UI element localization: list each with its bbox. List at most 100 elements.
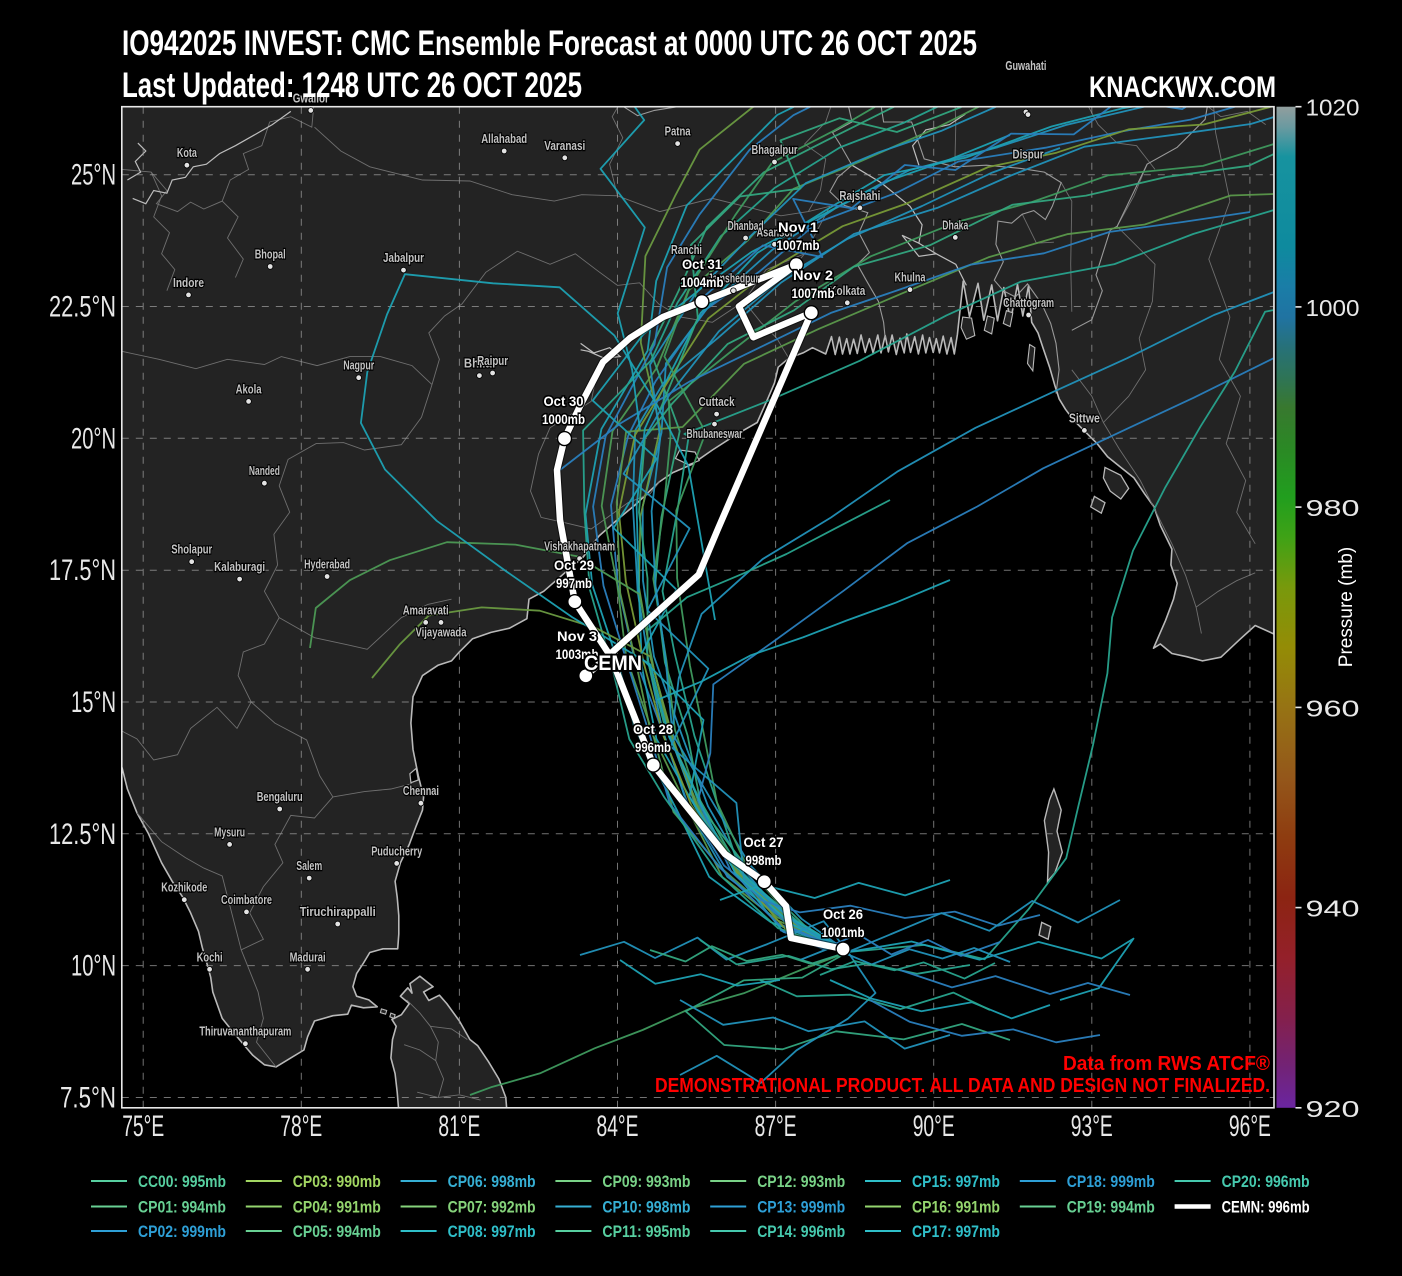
svg-text:Guwahati: Guwahati [1005, 58, 1046, 73]
svg-text:Bengaluru: Bengaluru [257, 789, 303, 804]
svg-text:84°E: 84°E [597, 1110, 639, 1143]
svg-text:Nov 1: Nov 1 [778, 219, 818, 235]
svg-text:CP11: 995mb: CP11: 995mb [602, 1222, 690, 1241]
svg-text:Vijayawada: Vijayawada [416, 624, 468, 639]
svg-text:22.5°N: 22.5°N [49, 291, 116, 324]
svg-text:CP07: 992mb: CP07: 992mb [448, 1198, 536, 1217]
svg-text:DEMONSTRATIONAL PRODUCT. ALL D: DEMONSTRATIONAL PRODUCT. ALL DATA AND DE… [655, 1075, 1270, 1097]
svg-text:10°N: 10°N [71, 950, 116, 983]
svg-text:CP19: 994mb: CP19: 994mb [1067, 1198, 1155, 1217]
svg-text:998mb: 998mb [746, 852, 782, 868]
svg-text:CP10: 998mb: CP10: 998mb [602, 1198, 690, 1217]
svg-text:CP13: 999mb: CP13: 999mb [757, 1198, 845, 1217]
svg-text:Gwalior: Gwalior [293, 90, 329, 105]
svg-text:78°E: 78°E [280, 1110, 322, 1143]
svg-text:Oct 26: Oct 26 [823, 906, 863, 922]
svg-text:Rajshahi: Rajshahi [839, 188, 880, 203]
svg-text:Jabalpur: Jabalpur [383, 250, 424, 265]
svg-text:CP15: 997mb: CP15: 997mb [912, 1172, 1000, 1191]
svg-text:Ranchi: Ranchi [671, 242, 702, 257]
svg-text:IO942025 INVEST: CMC Ensemble: IO942025 INVEST: CMC Ensemble Forecast a… [122, 24, 977, 63]
svg-text:Oct 28: Oct 28 [633, 721, 673, 737]
svg-text:Indore: Indore [173, 275, 204, 290]
svg-text:81°E: 81°E [438, 1110, 480, 1143]
svg-text:Thiruvananthapuram: Thiruvananthapuram [199, 1024, 291, 1039]
svg-text:Kolkata: Kolkata [829, 283, 866, 298]
svg-text:25°N: 25°N [71, 159, 116, 192]
svg-text:96°E: 96°E [1229, 1110, 1271, 1143]
svg-text:Dhanbad: Dhanbad [728, 218, 764, 233]
svg-text:Bhagalpur: Bhagalpur [752, 142, 798, 157]
svg-text:Vishakhapatnam: Vishakhapatnam [544, 539, 615, 554]
svg-text:Jamshedpur: Jamshedpur [708, 271, 759, 286]
svg-text:Dhaka: Dhaka [942, 217, 969, 232]
svg-text:1000mb: 1000mb [542, 411, 585, 427]
svg-text:CP03: 990mb: CP03: 990mb [293, 1172, 381, 1191]
svg-text:Allahabad: Allahabad [481, 131, 527, 146]
svg-text:Amaravati: Amaravati [403, 602, 449, 617]
svg-text:Bhubaneswar: Bhubaneswar [687, 426, 743, 441]
svg-text:CP14: 996mb: CP14: 996mb [757, 1222, 845, 1241]
svg-text:Dispur: Dispur [1013, 147, 1044, 162]
svg-text:1020: 1020 [1306, 95, 1360, 121]
svg-text:Kozhikode: Kozhikode [161, 880, 207, 895]
svg-text:Akola: Akola [236, 381, 263, 396]
svg-text:Hyderabad: Hyderabad [304, 557, 350, 572]
svg-text:996mb: 996mb [635, 739, 671, 755]
svg-text:CP05: 994mb: CP05: 994mb [293, 1222, 381, 1241]
svg-text:CP18: 999mb: CP18: 999mb [1067, 1172, 1155, 1191]
svg-text:Patna: Patna [665, 124, 692, 139]
svg-text:Pressure (mb): Pressure (mb) [1336, 547, 1357, 667]
svg-text:CP17: 997mb: CP17: 997mb [912, 1222, 1000, 1241]
svg-text:Sittwe: Sittwe [1069, 410, 1100, 425]
svg-text:940: 940 [1306, 896, 1360, 922]
svg-text:Oct 31: Oct 31 [682, 256, 722, 272]
svg-text:Oct 27: Oct 27 [744, 834, 784, 850]
svg-text:93°E: 93°E [1071, 1110, 1113, 1143]
svg-text:Raipur: Raipur [477, 353, 508, 368]
svg-text:Salem: Salem [296, 858, 322, 873]
svg-text:980: 980 [1306, 495, 1360, 521]
svg-text:Nanded: Nanded [249, 463, 280, 478]
svg-text:CP04: 991mb: CP04: 991mb [293, 1198, 381, 1217]
svg-text:17.5°N: 17.5°N [49, 554, 116, 587]
svg-text:920: 920 [1306, 1096, 1360, 1122]
svg-text:997mb: 997mb [556, 575, 592, 591]
svg-text:1007mb: 1007mb [777, 237, 820, 253]
svg-text:CP06: 998mb: CP06: 998mb [448, 1172, 536, 1191]
svg-text:CEMN: 996mb: CEMN: 996mb [1222, 1198, 1310, 1217]
svg-text:Kochi: Kochi [197, 949, 223, 964]
svg-text:KNACKWX.COM: KNACKWX.COM [1089, 71, 1276, 104]
svg-text:1000: 1000 [1306, 295, 1360, 321]
svg-text:Chennai: Chennai [403, 783, 439, 798]
svg-text:Last Updated: 1248 UTC 26 OCT: Last Updated: 1248 UTC 26 OCT 2025 [122, 66, 582, 105]
svg-text:1004mb: 1004mb [681, 274, 724, 290]
svg-text:Oct 30: Oct 30 [544, 393, 584, 409]
svg-text:1001mb: 1001mb [822, 924, 865, 940]
svg-text:CC00: 995mb: CC00: 995mb [138, 1172, 226, 1191]
svg-text:Madurai: Madurai [290, 949, 326, 964]
svg-text:Cuttack: Cuttack [699, 394, 736, 409]
svg-text:Oct 29: Oct 29 [554, 557, 594, 573]
svg-text:Kalaburagi: Kalaburagi [214, 559, 265, 574]
svg-text:20°N: 20°N [71, 422, 116, 455]
svg-text:75°E: 75°E [122, 1110, 164, 1143]
svg-text:1007mb: 1007mb [792, 285, 835, 301]
svg-text:Data from RWS ATCF®: Data from RWS ATCF® [1063, 1053, 1270, 1075]
svg-text:Chattogram: Chattogram [1003, 295, 1054, 310]
svg-text:CP16: 991mb: CP16: 991mb [912, 1198, 1000, 1217]
svg-text:CP20: 996mb: CP20: 996mb [1222, 1172, 1310, 1191]
svg-text:Khulna: Khulna [895, 270, 927, 285]
svg-text:Bhopal: Bhopal [255, 247, 286, 262]
svg-text:960: 960 [1306, 695, 1360, 721]
svg-text:Varanasi: Varanasi [544, 138, 585, 153]
svg-text:Mysuru: Mysuru [214, 824, 245, 839]
svg-text:15°N: 15°N [71, 686, 116, 719]
svg-text:CP12: 993mb: CP12: 993mb [757, 1172, 845, 1191]
svg-text:Tiruchirappalli: Tiruchirappalli [300, 904, 376, 919]
svg-text:Bhilai: Bhilai [464, 356, 495, 371]
svg-text:Nov 2: Nov 2 [793, 267, 833, 283]
svg-text:CEMN: CEMN [584, 652, 642, 675]
svg-text:Nov 3: Nov 3 [557, 628, 597, 644]
svg-text:90°E: 90°E [913, 1110, 955, 1143]
